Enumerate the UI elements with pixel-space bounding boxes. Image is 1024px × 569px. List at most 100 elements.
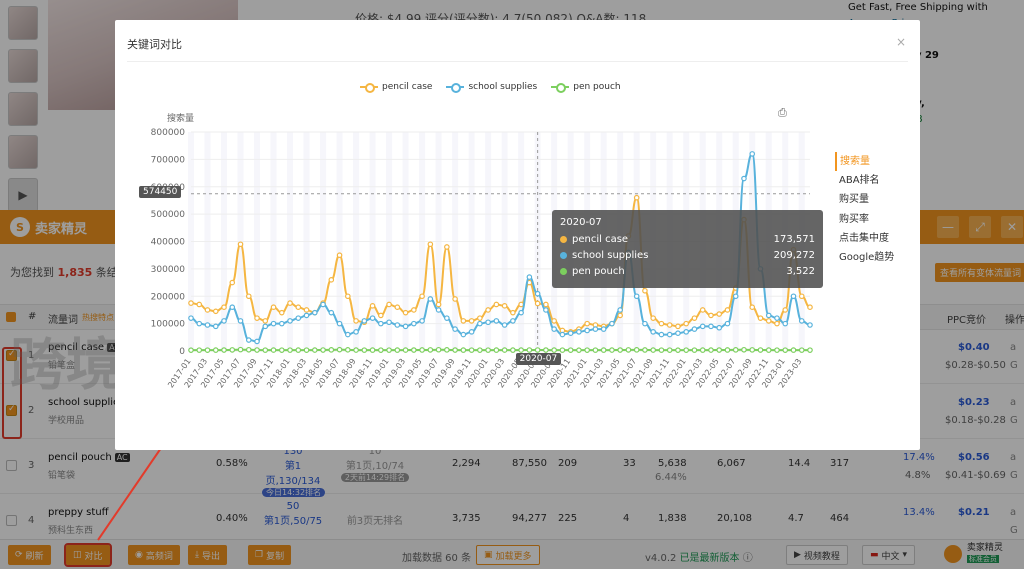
data-point[interactable] (262, 318, 269, 324)
row-checkbox[interactable] (6, 515, 17, 526)
amazon-icon[interactable]: a (1010, 397, 1017, 408)
data-point[interactable] (378, 347, 384, 353)
thumbnail[interactable] (8, 6, 38, 40)
data-point[interactable] (254, 315, 260, 321)
data-point[interactable] (204, 347, 211, 353)
data-point[interactable] (757, 347, 764, 353)
data-point[interactable] (584, 327, 590, 334)
data-point[interactable] (485, 307, 491, 313)
data-point[interactable] (741, 346, 747, 353)
data-point[interactable] (790, 347, 797, 353)
data-point[interactable] (460, 347, 467, 353)
data-point[interactable] (798, 347, 805, 353)
data-point[interactable] (353, 329, 359, 335)
data-point[interactable] (757, 315, 764, 321)
thumbnail[interactable] (8, 49, 38, 83)
data-point[interactable] (221, 347, 227, 353)
data-point[interactable] (510, 347, 516, 353)
data-point[interactable] (650, 315, 656, 321)
data-point[interactable] (798, 318, 805, 324)
data-point[interactable] (485, 319, 491, 326)
data-point[interactable] (633, 293, 640, 300)
data-point[interactable] (633, 347, 640, 353)
google-icon[interactable]: G (1010, 360, 1018, 371)
data-point[interactable] (460, 331, 467, 338)
natural-rank[interactable]: 130 第1页,130/134 今日14:32排名 (262, 446, 326, 498)
data-point[interactable] (683, 320, 690, 327)
data-point[interactable] (683, 329, 690, 335)
data-point[interactable] (188, 300, 194, 306)
data-point[interactable] (468, 318, 475, 324)
data-point[interactable] (262, 347, 269, 353)
data-point[interactable] (708, 323, 714, 330)
data-point[interactable] (642, 347, 648, 353)
data-point[interactable] (427, 241, 434, 248)
data-point[interactable] (708, 347, 714, 353)
metric-option[interactable]: 购买量 (839, 194, 869, 206)
data-point[interactable] (518, 309, 524, 316)
data-point[interactable] (658, 320, 665, 327)
data-point[interactable] (658, 347, 665, 353)
data-point[interactable] (724, 347, 731, 353)
data-point[interactable] (287, 300, 293, 306)
data-point[interactable] (444, 315, 450, 321)
row-checkbox[interactable] (6, 404, 17, 416)
data-point[interactable] (732, 293, 739, 300)
data-point[interactable] (452, 347, 458, 353)
data-point[interactable] (551, 318, 557, 324)
data-point[interactable] (229, 347, 236, 353)
data-point[interactable] (328, 277, 335, 283)
data-point[interactable] (666, 347, 673, 353)
data-point[interactable] (287, 347, 293, 353)
data-point[interactable] (278, 320, 285, 327)
data-point[interactable] (741, 175, 747, 182)
export-button[interactable]: ⤓ 导出 (188, 545, 227, 565)
data-point[interactable] (567, 330, 574, 337)
data-point[interactable] (493, 301, 500, 308)
high-freq-button[interactable]: ◉ 高频词 (128, 545, 180, 565)
data-point[interactable] (691, 326, 698, 332)
keyword-row[interactable]: 3 pencil pouch AC 铅笔袋 0.58% 2,294 87,550 209 33 5… (0, 440, 1024, 497)
amazon-icon[interactable]: a (1010, 342, 1017, 353)
data-point[interactable] (501, 347, 508, 353)
data-point[interactable] (774, 315, 780, 321)
thumbnail[interactable] (8, 92, 38, 126)
amazon-icon[interactable]: a (1010, 452, 1017, 463)
data-point[interactable] (221, 304, 227, 311)
data-point[interactable] (765, 347, 772, 353)
legend-item[interactable]: school supplies (446, 82, 537, 93)
data-point[interactable] (386, 319, 392, 326)
legend-item[interactable]: pencil case (360, 82, 432, 93)
data-point[interactable] (320, 347, 326, 353)
data-point[interactable] (295, 315, 302, 321)
data-point[interactable] (625, 347, 632, 353)
data-point[interactable] (345, 293, 351, 300)
thumbnail[interactable] (8, 135, 38, 169)
amazon-icon[interactable]: a (1010, 507, 1017, 518)
close-plugin-button[interactable]: ✕ (1001, 216, 1023, 238)
data-point[interactable] (435, 307, 442, 313)
data-point[interactable] (749, 304, 756, 311)
minimize-button[interactable]: — (937, 216, 959, 238)
refresh-button[interactable]: ⟳ 刷新 (8, 545, 51, 565)
data-point[interactable] (617, 307, 623, 313)
col-ppc[interactable]: PPC竞价 (947, 315, 987, 326)
data-point[interactable] (204, 322, 211, 328)
language-select[interactable]: ▬ 中文 ▾ (862, 545, 916, 565)
data-point[interactable] (411, 320, 417, 327)
google-icon[interactable]: G (1010, 525, 1018, 536)
data-point[interactable] (765, 312, 772, 319)
data-point[interactable] (328, 309, 335, 316)
data-point[interactable] (675, 323, 681, 330)
data-point[interactable] (518, 347, 524, 353)
data-point[interactable] (452, 326, 458, 332)
data-point[interactable] (617, 347, 623, 353)
metric-option[interactable]: ABA排名 (839, 175, 880, 187)
data-point[interactable] (237, 318, 244, 324)
data-point[interactable] (559, 347, 566, 353)
data-point[interactable] (270, 347, 277, 353)
data-point[interactable] (435, 346, 442, 353)
data-point[interactable] (345, 347, 351, 353)
keyword-text[interactable]: preppy stuff (48, 507, 109, 518)
data-point[interactable] (807, 347, 813, 353)
